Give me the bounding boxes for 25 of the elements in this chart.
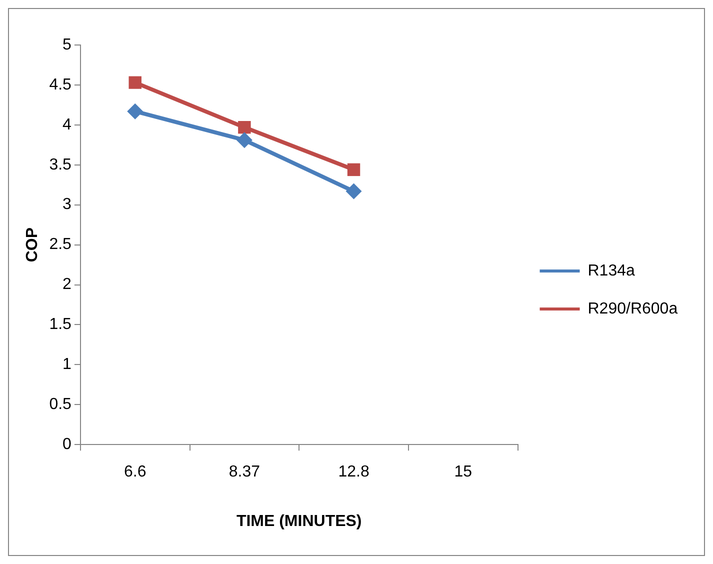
legend-label: R134a <box>588 262 635 280</box>
y-tick-label: 3.5 <box>49 156 72 174</box>
point <box>127 103 144 120</box>
y-tick-label: 5 <box>62 36 72 54</box>
point <box>347 163 360 176</box>
point <box>238 120 251 134</box>
y-tick-label: 1 <box>62 356 72 374</box>
y-tick-label: 4.5 <box>49 76 72 94</box>
y-axis-title: COP <box>24 227 42 262</box>
y-tick-label: 1.5 <box>49 316 72 334</box>
y-tick-label: 2 <box>62 276 72 294</box>
legend-label: R290/R600a <box>588 300 678 318</box>
y-tick-label: 0 <box>62 436 72 454</box>
point <box>236 132 252 148</box>
point <box>128 76 142 89</box>
x-tick-label: 8.37 <box>228 464 260 481</box>
x-axis-title: TIME (MINUTES) <box>236 512 362 530</box>
y-tick-label: 0.5 <box>49 396 72 414</box>
x-tick-label: 6.6 <box>124 464 146 481</box>
y-tick-label: 3 <box>62 196 72 214</box>
point <box>346 183 362 200</box>
x-tick-label: 15 <box>454 464 472 481</box>
y-tick-label: 2.5 <box>49 236 72 254</box>
y-tick-label: 4 <box>62 116 72 134</box>
x-tick-label: 12.8 <box>338 464 370 481</box>
